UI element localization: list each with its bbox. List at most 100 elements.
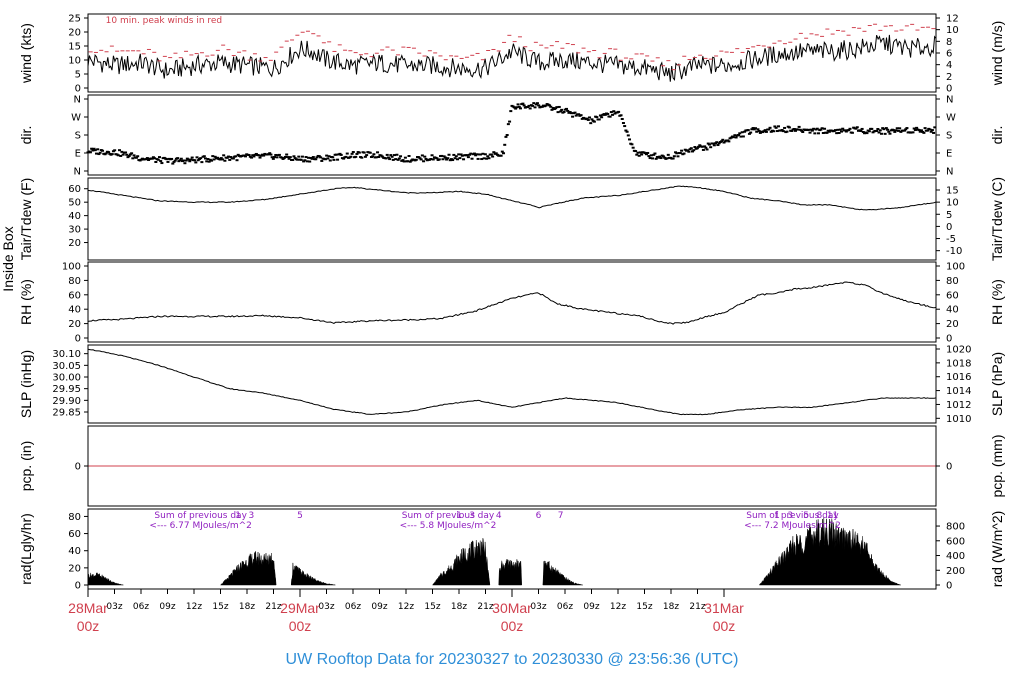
series-dir-mark [314, 158, 318, 161]
wind-annotation: 10 min. peak winds in red [106, 16, 222, 26]
right-tick-label-dir: E [946, 149, 952, 160]
series-rad-segment [542, 560, 583, 586]
series-dir-mark [165, 158, 169, 161]
series-dir-mark [621, 122, 625, 125]
series-dir-mark [911, 131, 915, 134]
series-dir-mark [419, 158, 423, 161]
series-dir-mark [176, 157, 180, 160]
x-tick-label: 12z [186, 602, 202, 612]
series-dir-mark [171, 162, 175, 165]
left-tick-label-rad: 60 [68, 529, 81, 540]
series-dir-mark [403, 156, 407, 159]
series-dir-mark [555, 106, 559, 109]
series-dir-mark [227, 155, 231, 158]
series-dir-mark [157, 156, 161, 159]
series-dir-mark [206, 158, 210, 161]
series-dir-mark [793, 129, 797, 132]
rad-annotation-title: Sum of previous day [402, 511, 495, 521]
series-dir-mark [913, 129, 917, 132]
series-dir-mark [737, 133, 741, 136]
series-dir-mark [588, 116, 592, 119]
series-dir-mark [500, 150, 504, 153]
rad-event-label: 4 [496, 511, 502, 521]
series-dir-mark [130, 152, 134, 155]
series-dir-mark [566, 109, 570, 112]
series-dir-mark [151, 156, 155, 159]
right-tick-label-rad: 400 [946, 551, 965, 562]
series-dir-mark [124, 151, 128, 154]
series-dir-mark [792, 128, 796, 131]
series-dir-mark [691, 150, 695, 153]
series-dir-mark [634, 150, 638, 153]
series-dir-mark [671, 157, 675, 160]
series-dir-mark [807, 128, 811, 131]
series-dir-mark [797, 125, 801, 128]
series-dir-mark [268, 152, 272, 155]
x-hour-label: 00z [289, 618, 312, 634]
series-dir-mark [194, 161, 198, 164]
series-dir-mark [638, 151, 642, 154]
series-dir-mark [144, 158, 148, 161]
right-tick-label-slp: 1018 [946, 358, 971, 369]
series-dir-mark [270, 156, 274, 159]
left-tick-label-dir: E [75, 149, 81, 160]
series-dir-mark [125, 153, 129, 156]
series-dir-mark [486, 155, 490, 158]
series-dir-mark [739, 135, 743, 138]
rad-event-label: 1 [235, 511, 241, 521]
series-dir-mark [451, 159, 455, 162]
left-tick-label-rad: 0 [75, 581, 81, 592]
rad-annotation-value: <--- 6.77 MJoules/m^2 [149, 521, 251, 531]
left-tick-label-temp: 20 [68, 238, 81, 249]
series-dir-mark [815, 127, 819, 130]
right-axis-label-pcp: pcp. (mm) [989, 435, 1005, 498]
series-dir-mark [619, 114, 623, 117]
series-dir-mark [796, 128, 800, 131]
series-dir-mark [729, 136, 733, 139]
left-tick-label-rad: 20 [68, 563, 81, 574]
series-dir-mark [303, 159, 307, 162]
series-dir-mark [448, 159, 452, 162]
series-dir-mark [752, 128, 756, 131]
series-dir-mark [689, 147, 693, 150]
series-dir-mark [606, 112, 610, 115]
series-dir-mark [838, 128, 842, 131]
series-dir-mark [847, 129, 851, 132]
series-dir-mark [825, 131, 829, 134]
left-tick-label-slp: 29.85 [52, 408, 81, 419]
series-dir-mark [512, 106, 516, 109]
series-dir-mark [577, 113, 581, 116]
series-dir-mark [357, 151, 361, 154]
rad-event-label: 1 [774, 511, 780, 521]
series-dir-mark [659, 157, 663, 160]
series-rad-segment [290, 562, 336, 586]
series-dir-mark [720, 140, 724, 143]
right-tick-label-wind: 2 [946, 72, 952, 83]
series-dir-mark [377, 156, 381, 159]
series-dir-mark [457, 153, 461, 156]
right-tick-label-temp: -5 [946, 234, 956, 245]
series-dir-mark [738, 132, 742, 135]
left-tick-label-wind: 20 [68, 28, 81, 39]
series-dir-mark [717, 142, 721, 145]
series-dir-mark [179, 157, 183, 160]
series-dir-mark [104, 152, 108, 155]
series-dir-mark [202, 155, 206, 158]
series-dir-mark [678, 152, 682, 155]
series-dir-mark [903, 129, 907, 132]
series-dir-mark [571, 115, 575, 118]
series-dir-mark [608, 115, 612, 118]
rad-annotation-title: Sum of previous day [154, 511, 247, 521]
x-tick-label: 03z [318, 602, 334, 612]
series-rad-segment [498, 559, 522, 586]
series-dir-mark [288, 156, 292, 159]
series-dir-mark [475, 153, 479, 156]
series-dir-mark [680, 149, 684, 152]
series-dir-mark [431, 158, 435, 161]
series-dir-mark [184, 159, 188, 162]
series-dir-mark [107, 151, 111, 154]
series-dir-mark [479, 153, 483, 156]
left-axis-label-temp: Tair/Tdew (F) [18, 178, 34, 260]
series-dir-mark [297, 155, 301, 158]
